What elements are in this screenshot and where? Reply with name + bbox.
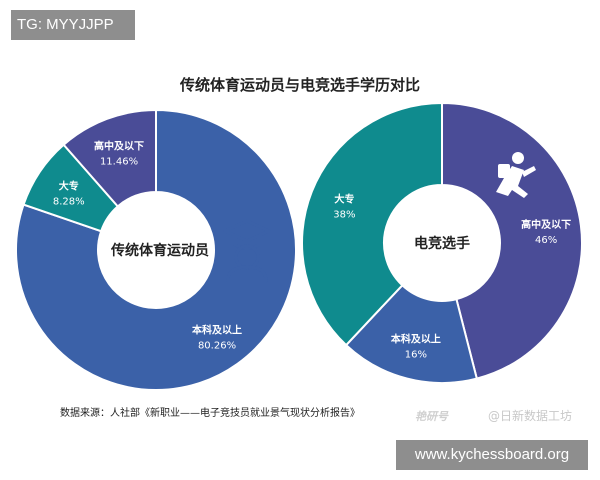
running-person-icon: [496, 152, 536, 198]
donut-2-slice-1-label: 高中及以下: [521, 218, 571, 231]
donut-1-slice-1-label: 本科及以上: [192, 323, 242, 336]
donut-1-center-label: 传统体育运动员: [110, 242, 209, 259]
donut-2-slice-1-value: 46%: [535, 235, 557, 246]
source-note: 数据来源：人社部《新职业——电子竞技员就业景气现状分析报告》: [60, 406, 360, 419]
donut-1-slice-2-label: 大专: [59, 180, 79, 193]
donut-2-slice-2-label: 本科及以上: [391, 333, 441, 346]
chart-title: 传统体育运动员与电竞选手学历对比: [179, 76, 420, 94]
watermark-top: TG: MYYJJPP: [11, 10, 135, 40]
donut-2-slice-3-value: 38%: [333, 209, 355, 220]
donut-1-slice-3-label: 高中及以下: [94, 140, 144, 153]
donut-1-slice-3-value: 11.46%: [100, 157, 138, 168]
donut-2-hole: [384, 185, 500, 301]
credit-logo: 艳研号: [415, 410, 449, 423]
donut-1-slice-1-value: 80.26%: [198, 340, 236, 351]
graduate-icon: [223, 219, 271, 283]
donut-1-slice-2-value: 8.28%: [53, 197, 85, 208]
donut-right: 高中及以下 46% 本科及以上 16% 大专 38% 电竞选手: [301, 101, 583, 384]
donut-1-hole: [98, 192, 214, 308]
donut-2-slice-3-label: 大专: [334, 192, 354, 205]
donut-left: 本科及以上 80.26% 大专 8.28% 高中及以下 11.46% 传统体育运动员: [15, 108, 297, 391]
watermark-bottom: www.kychessboard.org: [396, 440, 588, 470]
credit: @日新数据工坊: [488, 408, 572, 423]
donut-1-slice-3: [62, 108, 157, 208]
donut-2-center-label: 电竞选手: [414, 235, 470, 252]
donut-2-slice-2-value: 16%: [405, 350, 427, 361]
